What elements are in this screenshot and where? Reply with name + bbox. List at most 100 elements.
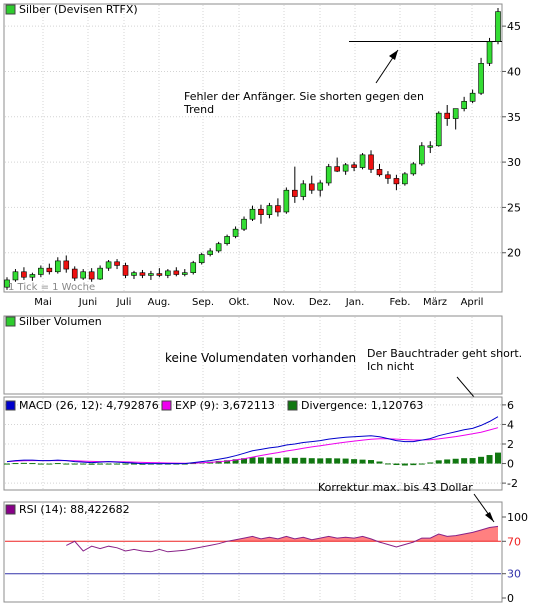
macd-legend-label: EXP (9): 3,672113	[175, 399, 275, 412]
candle	[4, 277, 10, 290]
price-y-tick-label: 45	[507, 20, 521, 33]
month-label: Feb.	[390, 297, 411, 308]
divergence-bar	[300, 457, 307, 464]
macd-signal-line	[6, 427, 499, 464]
rsi-overbought-fill	[227, 526, 498, 542]
candle	[46, 263, 53, 275]
macd-legend-swatch	[287, 400, 298, 411]
month-label: Juli	[116, 297, 132, 308]
month-axis: Mai Juni Juli Aug. Sep. Okt. Nov. Dez. Jan. Feb. M…	[34, 297, 483, 308]
candle	[292, 166, 298, 203]
divergence-bar	[317, 458, 324, 464]
divergence-bar	[139, 463, 146, 465]
price-annotation-text: Fehler der Anfänger. Sie shorten gegen d…	[183, 90, 427, 116]
divergence-bar	[46, 463, 53, 465]
candle	[402, 172, 408, 186]
price-y-tick-label: 35	[507, 111, 521, 124]
candle	[317, 180, 324, 197]
divergence-bar	[376, 461, 383, 464]
candle	[486, 37, 493, 67]
candle-body	[241, 218, 247, 230]
candle	[241, 216, 247, 231]
divergence-bar	[114, 463, 121, 465]
candle-body	[317, 182, 324, 191]
candle	[308, 175, 315, 194]
rsi-y-tick-label: 30	[507, 568, 521, 581]
macd-y-tick-label: 4	[507, 418, 514, 431]
divergence-bar	[97, 463, 104, 465]
divergence-bar	[122, 463, 129, 465]
candle	[368, 150, 374, 173]
candle	[427, 141, 434, 154]
candle-body	[12, 271, 19, 281]
rsi-legend-swatch	[5, 504, 16, 515]
candle-body	[114, 261, 120, 266]
divergence-bar	[452, 458, 459, 464]
price-y-tick-label: 20	[507, 247, 521, 260]
divergence-bar	[266, 457, 273, 464]
price-y-tick-label: 40	[507, 65, 521, 78]
candle	[173, 267, 180, 277]
candle	[105, 259, 112, 271]
month-label: Mai	[34, 297, 52, 308]
month-label: Okt.	[229, 297, 250, 308]
candle	[495, 8, 501, 45]
divergence-bar	[63, 463, 70, 465]
price-panel-frame	[3, 3, 503, 293]
no-volume-text: keine Volumendaten vorhanden	[165, 351, 356, 365]
divergence-bar	[29, 463, 36, 465]
candle	[444, 104, 451, 126]
tick-note: 1 Tick = 1 Woche	[8, 282, 95, 293]
candle-body	[80, 271, 86, 279]
candle	[12, 269, 19, 282]
volume-panel-frame	[3, 315, 503, 395]
rsi-panel-frame	[3, 501, 503, 603]
divergence-bar	[334, 458, 341, 464]
annotation-arrowhead	[389, 50, 398, 60]
divergence-bar	[37, 463, 44, 465]
candle-body	[156, 273, 163, 276]
candles	[4, 8, 501, 290]
candle-body	[461, 101, 467, 109]
candle-body	[71, 268, 78, 279]
candle	[165, 269, 171, 279]
candle	[54, 257, 61, 274]
divergence-bar	[393, 463, 400, 466]
volume-annotation-text: Der Bauchtrader geht short. Ich nicht	[367, 347, 526, 373]
candle	[181, 269, 188, 277]
candle	[461, 96, 467, 112]
divergence-bar	[351, 459, 358, 464]
candle-body	[368, 154, 374, 170]
month-label: Nov.	[273, 297, 295, 308]
candle	[224, 234, 230, 246]
candle	[266, 202, 273, 219]
macd-grid	[5, 398, 501, 489]
candle	[452, 108, 459, 130]
candle	[139, 269, 146, 279]
divergence-bar	[418, 463, 425, 465]
candle	[435, 111, 442, 147]
divergence-bar	[241, 458, 248, 464]
candle-body	[275, 205, 281, 213]
candle-body	[198, 254, 205, 264]
candle-body	[495, 11, 501, 42]
candle-body	[385, 174, 391, 179]
rsi-grid	[42, 503, 473, 601]
candle-body	[63, 260, 70, 270]
candle-body	[224, 236, 230, 244]
macd-legend-swatch	[161, 400, 172, 411]
candle-body	[4, 279, 10, 288]
macd-y-tick-label: 2	[507, 438, 514, 451]
candle-body	[410, 163, 417, 175]
candle-body	[292, 189, 298, 197]
candle-body	[351, 164, 357, 168]
candle-body	[173, 270, 180, 275]
divergence-bar	[54, 463, 61, 465]
volume-legend-label: Silber Volumen	[19, 315, 102, 328]
divergence-bar	[368, 460, 375, 464]
candle	[393, 174, 400, 191]
candle-body	[105, 261, 112, 269]
candle	[71, 266, 78, 281]
month-label: Dez.	[309, 297, 331, 308]
candle	[258, 204, 264, 224]
